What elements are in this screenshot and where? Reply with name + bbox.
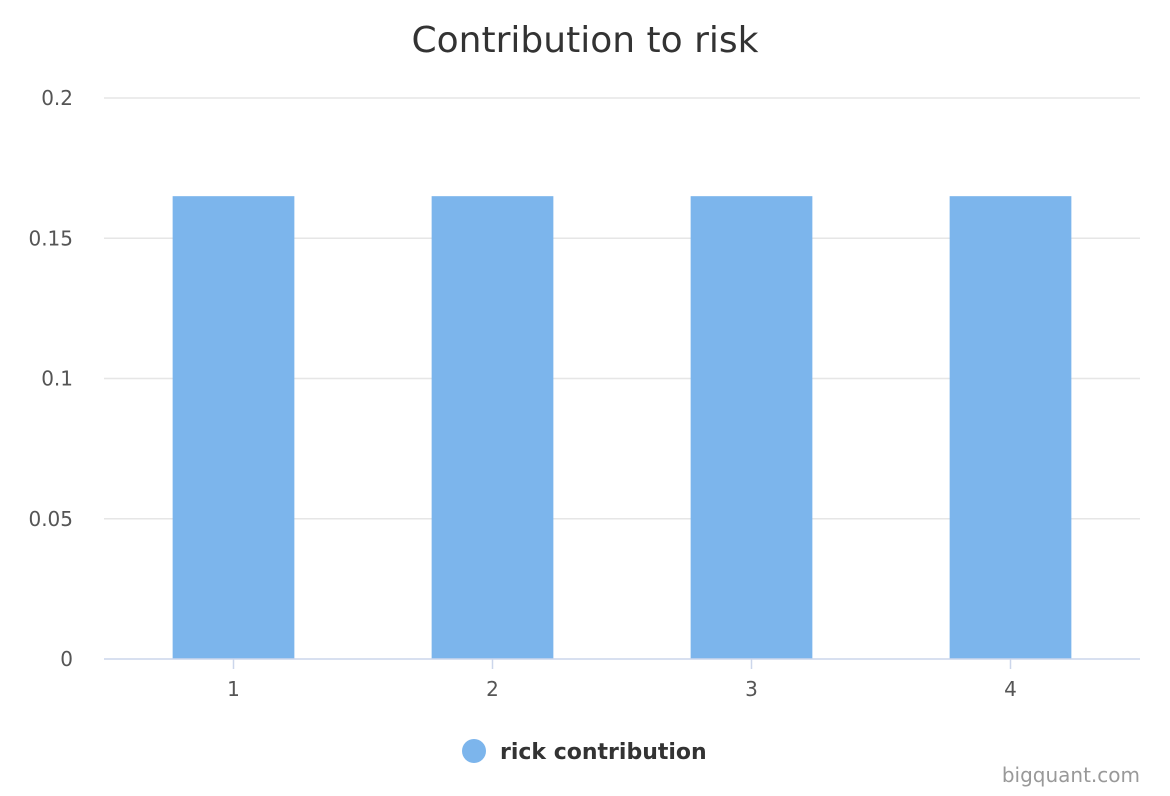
legend[interactable]: rick contribution [462,739,707,765]
y-tick-label: 0.05 [28,507,73,531]
bar [690,196,813,660]
y-tick-label: 0.15 [28,226,73,250]
x-tick-label: 1 [227,677,240,701]
bar [949,196,1072,660]
bars [172,196,1072,660]
x-axis: 1 2 3 4 [104,658,1140,701]
x-tick-label: 2 [486,677,499,701]
x-tick-label: 3 [745,677,758,701]
x-tick-label: 4 [1004,677,1017,701]
bar [172,196,295,660]
credit-link[interactable]: bigquant.com [1002,763,1140,787]
legend-label[interactable]: rick contribution [500,740,707,765]
y-tick-label: 0.2 [41,86,73,110]
bar [431,196,554,660]
y-tick-label: 0.1 [41,367,73,391]
y-tick-label: 0 [60,647,73,671]
legend-swatch[interactable] [462,739,486,763]
y-axis-ticks: 0 0.05 0.1 0.15 0.2 [28,86,73,671]
chart-title: Contribution to risk [412,20,759,61]
